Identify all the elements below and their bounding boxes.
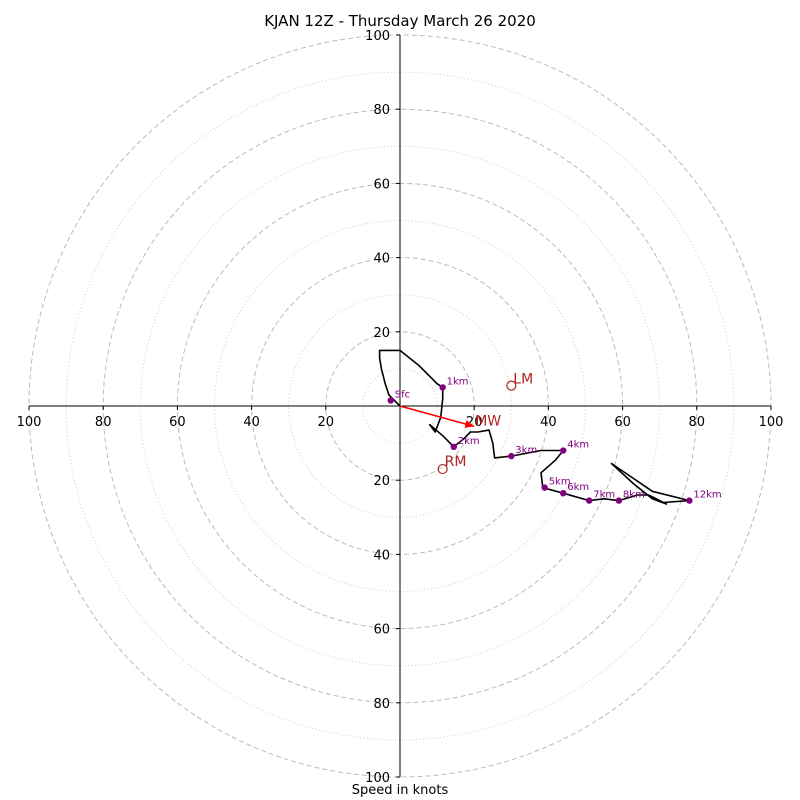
height-point-8km	[615, 497, 623, 504]
y-tick-label: 80	[373, 697, 390, 712]
height-label-Sfc: Sfc	[395, 389, 410, 400]
height-label-2km: 2km	[458, 436, 480, 447]
height-label-6km: 6km	[567, 482, 589, 493]
y-tick-label: 40	[373, 548, 390, 563]
height-point-3km	[508, 452, 515, 460]
storm-motion-marker-RM	[437, 463, 448, 475]
chart-title: KJAN 12Z - Thursday March 26 2020	[264, 12, 536, 30]
storm-motion-marker-LM	[506, 380, 517, 391]
height-label-4km: 4km	[567, 440, 589, 451]
hodograph-trace	[378, 349, 691, 506]
y-tick-label: 100	[365, 771, 390, 786]
height-point-12km	[686, 497, 693, 504]
height-label-12km: 12km	[693, 490, 721, 501]
height-point-1km	[439, 384, 446, 391]
x-tick-label: 80	[689, 415, 706, 430]
y-tick-label: 100	[365, 29, 390, 44]
y-tick-label: 40	[373, 252, 390, 267]
height-point-6km	[560, 489, 567, 497]
x-tick-label: 60	[614, 415, 631, 430]
height-point-4km	[560, 447, 567, 454]
height-label-3km: 3km	[515, 445, 537, 456]
y-tick-label: 80	[373, 103, 390, 118]
x-tick-label: 20	[318, 415, 335, 430]
x-axis-label: Speed in knots	[351, 783, 449, 798]
y-tick-label: 20	[373, 326, 390, 341]
height-label-1km: 1km	[447, 376, 469, 387]
shear-vector-arrowhead	[464, 420, 475, 428]
x-tick-label: 100	[759, 415, 784, 430]
y-tick-label: 60	[373, 623, 390, 638]
y-tick-label: 20	[373, 474, 390, 489]
x-tick-label: 100	[17, 415, 42, 430]
x-tick-label: 80	[95, 415, 112, 430]
height-label-7km: 7km	[593, 490, 615, 501]
height-point-Sfc	[387, 397, 394, 404]
height-point-2km	[450, 443, 457, 451]
height-label-8km: 8km	[623, 490, 645, 501]
storm-motion-label-RM: RM	[445, 454, 467, 470]
height-point-7km	[586, 497, 593, 504]
x-tick-label: 60	[169, 415, 186, 430]
storm-motion-label-LM: LM	[513, 372, 533, 388]
shear-vector-line	[399, 405, 475, 428]
height-point-5km	[541, 484, 548, 491]
x-tick-label: 40	[243, 415, 260, 430]
storm-motion-label-MW: MW	[475, 413, 501, 429]
height-label-5km: 5km	[549, 477, 571, 488]
y-tick-label: 60	[373, 177, 390, 192]
x-tick-label: 40	[540, 415, 557, 430]
